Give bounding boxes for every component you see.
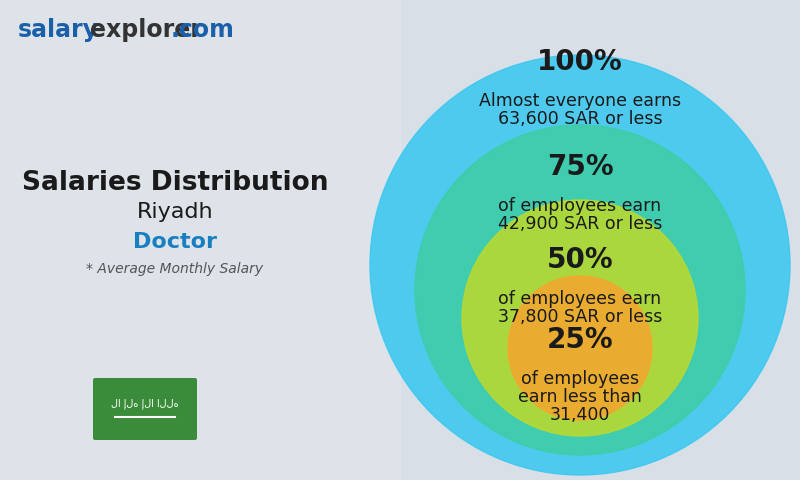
Text: 50%: 50%: [546, 246, 614, 274]
Text: Doctor: Doctor: [133, 232, 217, 252]
Text: * Average Monthly Salary: * Average Monthly Salary: [86, 262, 263, 276]
Circle shape: [462, 200, 698, 436]
Text: explorer: explorer: [90, 18, 202, 42]
Text: of employees: of employees: [521, 370, 639, 388]
Text: 42,900 SAR or less: 42,900 SAR or less: [498, 215, 662, 233]
Text: salary: salary: [18, 18, 99, 42]
Text: لا إله إلا الله: لا إله إلا الله: [111, 399, 179, 409]
Text: of employees earn: of employees earn: [498, 290, 662, 308]
Text: Almost everyone earns: Almost everyone earns: [479, 92, 681, 110]
Text: of employees earn: of employees earn: [498, 197, 662, 215]
Text: 37,800 SAR or less: 37,800 SAR or less: [498, 308, 662, 326]
Text: 100%: 100%: [537, 48, 623, 76]
Text: Salaries Distribution: Salaries Distribution: [22, 170, 328, 196]
Text: Riyadh: Riyadh: [137, 202, 214, 222]
Bar: [0, 0, 400, 480]
Circle shape: [370, 55, 790, 475]
Circle shape: [415, 125, 745, 455]
Text: .com: .com: [171, 18, 235, 42]
Text: 63,600 SAR or less: 63,600 SAR or less: [498, 110, 662, 128]
Text: 25%: 25%: [546, 326, 614, 354]
Text: earn less than: earn less than: [518, 388, 642, 406]
Circle shape: [508, 276, 652, 420]
FancyBboxPatch shape: [93, 378, 197, 440]
Text: 31,400: 31,400: [550, 406, 610, 424]
Text: 75%: 75%: [546, 153, 614, 181]
